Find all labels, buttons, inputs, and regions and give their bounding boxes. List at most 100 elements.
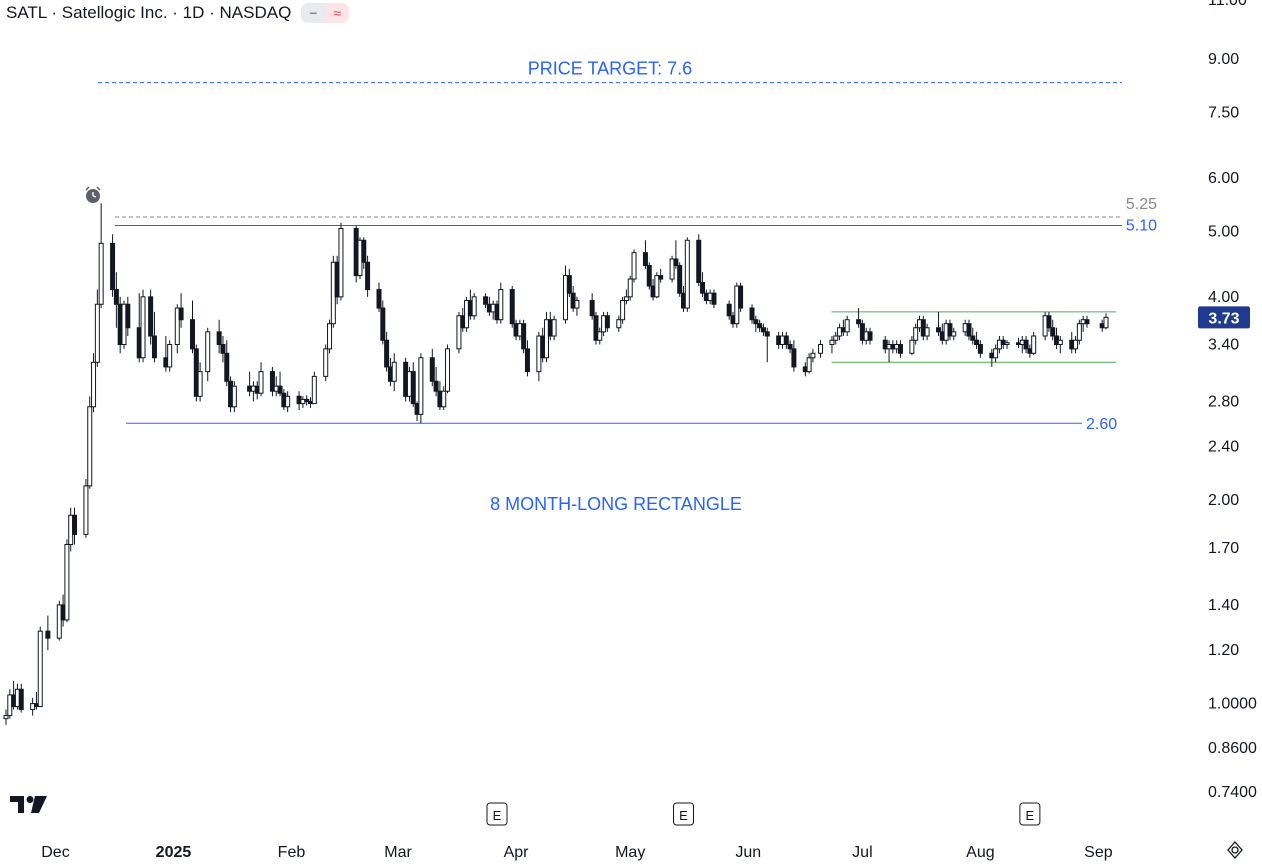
candle-up: [1076, 323, 1082, 341]
candle-down: [974, 339, 980, 346]
candle-up: [909, 339, 915, 354]
candle-up: [924, 327, 930, 337]
candle-down: [696, 239, 702, 284]
candle-up: [913, 327, 919, 341]
candle-down: [1084, 319, 1090, 325]
candle-down: [224, 352, 230, 382]
alert-clock-icon[interactable]: [85, 186, 101, 203]
candle-up: [806, 357, 812, 373]
price-tick-label: 9.00: [1208, 51, 1239, 68]
candle-down: [380, 307, 386, 341]
candle-down: [760, 327, 766, 333]
candle-up: [620, 300, 626, 321]
candle-down: [593, 315, 599, 341]
earnings-marker-icon: [486, 802, 508, 826]
candle-up: [456, 315, 462, 350]
candle-down: [483, 296, 489, 305]
candle-down: [700, 282, 706, 294]
candle-down: [18, 688, 24, 711]
price-tick-label: 2.00: [1208, 492, 1239, 509]
candle-up: [563, 275, 569, 321]
candle-up: [231, 385, 237, 408]
candle-down: [726, 303, 732, 317]
candle-down: [72, 514, 78, 535]
chart-header: SATL · Satellogic Inc. · 1D · NASDAQ − ≈: [6, 2, 350, 24]
candle-up: [56, 604, 62, 639]
tradingview-logo-icon[interactable]: [10, 795, 48, 820]
price-tick-label: 2.80: [1208, 393, 1239, 410]
candle-down: [764, 331, 770, 337]
price-tick-label: 2.40: [1208, 439, 1239, 456]
candle-down: [966, 323, 972, 337]
resistance-label: 5.10: [1126, 218, 1157, 235]
candle-up: [445, 348, 451, 392]
candle-down: [433, 380, 439, 392]
minus-icon: −: [309, 5, 318, 21]
earnings-marker-letter: E: [679, 808, 688, 823]
candle-down: [642, 252, 648, 267]
candle-down: [45, 630, 51, 639]
resistance-dashed-label: 5.25: [1126, 196, 1157, 213]
candle-up: [951, 331, 957, 337]
compare-button[interactable]: ≈: [325, 3, 350, 23]
price-tick-label: 1.40: [1208, 597, 1239, 614]
time-tick-label: Aug: [966, 844, 994, 861]
time-tick-label: Feb: [278, 844, 306, 861]
candle-up: [64, 543, 70, 621]
settings-gear-icon[interactable]: [1225, 840, 1245, 865]
candle-up: [623, 296, 629, 302]
candle-up: [1031, 335, 1037, 354]
time-tick-label: Apr: [504, 844, 530, 861]
candle-up: [993, 348, 999, 359]
candle-down: [151, 335, 157, 359]
candle-up: [94, 303, 100, 363]
candle-up: [471, 296, 477, 317]
candle-up: [98, 242, 104, 305]
candle-down: [791, 348, 797, 368]
price-tick-label: 1.70: [1208, 540, 1239, 557]
candle-down: [304, 398, 310, 402]
candle-down: [1046, 315, 1052, 329]
earnings-marker-letter: E: [1026, 808, 1035, 823]
candle-down: [787, 344, 793, 350]
candle-up: [631, 252, 637, 280]
candle-up: [1073, 339, 1079, 350]
price-tick-label: 6.00: [1208, 170, 1239, 187]
price-tick-label: 5.00: [1208, 223, 1239, 240]
candle-up: [597, 331, 603, 341]
symbol-title[interactable]: SATL · Satellogic Inc. · 1D · NASDAQ: [6, 3, 292, 22]
candle-down: [589, 300, 595, 317]
candle-down: [216, 331, 222, 346]
price-tick-label: 1.20: [1208, 642, 1239, 659]
candle-down: [947, 323, 953, 337]
candle-down: [521, 323, 527, 350]
earnings-marker-letter: E: [493, 808, 502, 823]
candle-up: [1103, 316, 1109, 329]
price-axis[interactable]: 0.7400 0.8600 1.0000 1.20 1.40 1.70 2.00 2.40 2.…: [1198, 0, 1257, 801]
candle-down: [1023, 339, 1029, 350]
candle-down: [749, 307, 755, 321]
price-tick-label: 0.7400: [1208, 784, 1257, 801]
candle-down: [148, 296, 154, 337]
candle-down: [110, 242, 116, 291]
candle-up: [91, 361, 97, 408]
candle-up: [285, 395, 291, 408]
candle-up: [684, 239, 690, 309]
candle-down: [711, 292, 717, 305]
hide-indicator-button[interactable]: −: [301, 3, 326, 23]
candle-up: [1004, 342, 1010, 346]
candle-up: [654, 275, 660, 298]
price-tick-label: 1.0000: [1208, 696, 1257, 713]
candle-down: [783, 335, 789, 346]
candle-up: [3, 715, 9, 720]
candle-up: [327, 323, 333, 350]
candle-up: [197, 371, 203, 397]
candle-down: [566, 275, 572, 294]
price-tick-label: 3.40: [1208, 337, 1239, 354]
candle-down: [897, 344, 903, 354]
candle-up: [338, 227, 344, 298]
candle-up: [498, 289, 504, 321]
time-axis[interactable]: Dec 2025 Feb Mar Apr May Jun Jul Aug Sep: [41, 844, 1112, 861]
